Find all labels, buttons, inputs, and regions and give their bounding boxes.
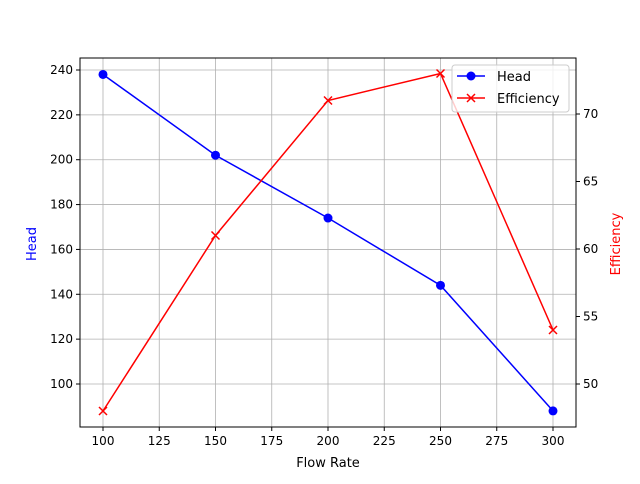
data-point-head bbox=[323, 213, 333, 223]
data-point-efficiency bbox=[548, 325, 558, 335]
x-tick-label: 150 bbox=[204, 434, 227, 448]
x-tick-label: 125 bbox=[148, 434, 171, 448]
x-tick-label: 275 bbox=[485, 434, 508, 448]
y-tick-label-left: 180 bbox=[50, 198, 73, 212]
data-point-head bbox=[98, 69, 108, 79]
y-axis-label-left: Head bbox=[25, 227, 40, 261]
data-point-efficiency bbox=[323, 95, 333, 106]
series-layer bbox=[98, 68, 558, 416]
axis-ticks: 100 125 150 175 200 225 250 275 300 100 120 140 160 1… bbox=[50, 63, 598, 448]
y-tick-label-left: 200 bbox=[50, 153, 73, 167]
data-point-efficiency bbox=[435, 68, 446, 79]
y-tick-label-right: 60 bbox=[583, 242, 598, 256]
y-tick-label-left: 140 bbox=[50, 287, 73, 301]
y-tick-label-right: 70 bbox=[583, 107, 598, 121]
data-point-head bbox=[436, 280, 445, 290]
legend-efficiency-marker bbox=[466, 93, 476, 103]
data-point-head bbox=[548, 406, 558, 416]
x-tick-label: 100 bbox=[92, 434, 115, 448]
y-axis-label-right: Efficiency bbox=[609, 212, 624, 275]
x-tick-label: 175 bbox=[260, 434, 283, 448]
data-point-efficiency bbox=[210, 230, 221, 241]
y-tick-label-right: 65 bbox=[583, 175, 598, 189]
x-tick-label: 250 bbox=[429, 434, 452, 448]
legend-head-label: Head bbox=[497, 70, 531, 85]
y-tick-label-left: 120 bbox=[50, 332, 73, 346]
y-tick-label-left: 240 bbox=[50, 63, 73, 77]
y-tick-label-left: 100 bbox=[50, 377, 73, 391]
y-tick-label-right: 50 bbox=[583, 377, 598, 391]
x-tick-label: 225 bbox=[373, 434, 396, 448]
legend-head-marker bbox=[466, 71, 476, 81]
grid-lines bbox=[80, 58, 576, 427]
data-point-efficiency bbox=[98, 406, 108, 416]
x-tick-label: 300 bbox=[542, 434, 565, 448]
x-tick-label: 200 bbox=[317, 434, 340, 448]
data-point-head bbox=[211, 150, 220, 160]
y-tick-label-right: 55 bbox=[583, 310, 598, 324]
legend: Head Efficiency bbox=[451, 64, 570, 113]
y-tick-label-left: 160 bbox=[50, 242, 73, 256]
y-tick-label-left: 220 bbox=[50, 108, 73, 122]
legend-efficiency-label: Efficiency bbox=[497, 92, 560, 107]
x-axis-label: Flow Rate bbox=[296, 456, 360, 471]
